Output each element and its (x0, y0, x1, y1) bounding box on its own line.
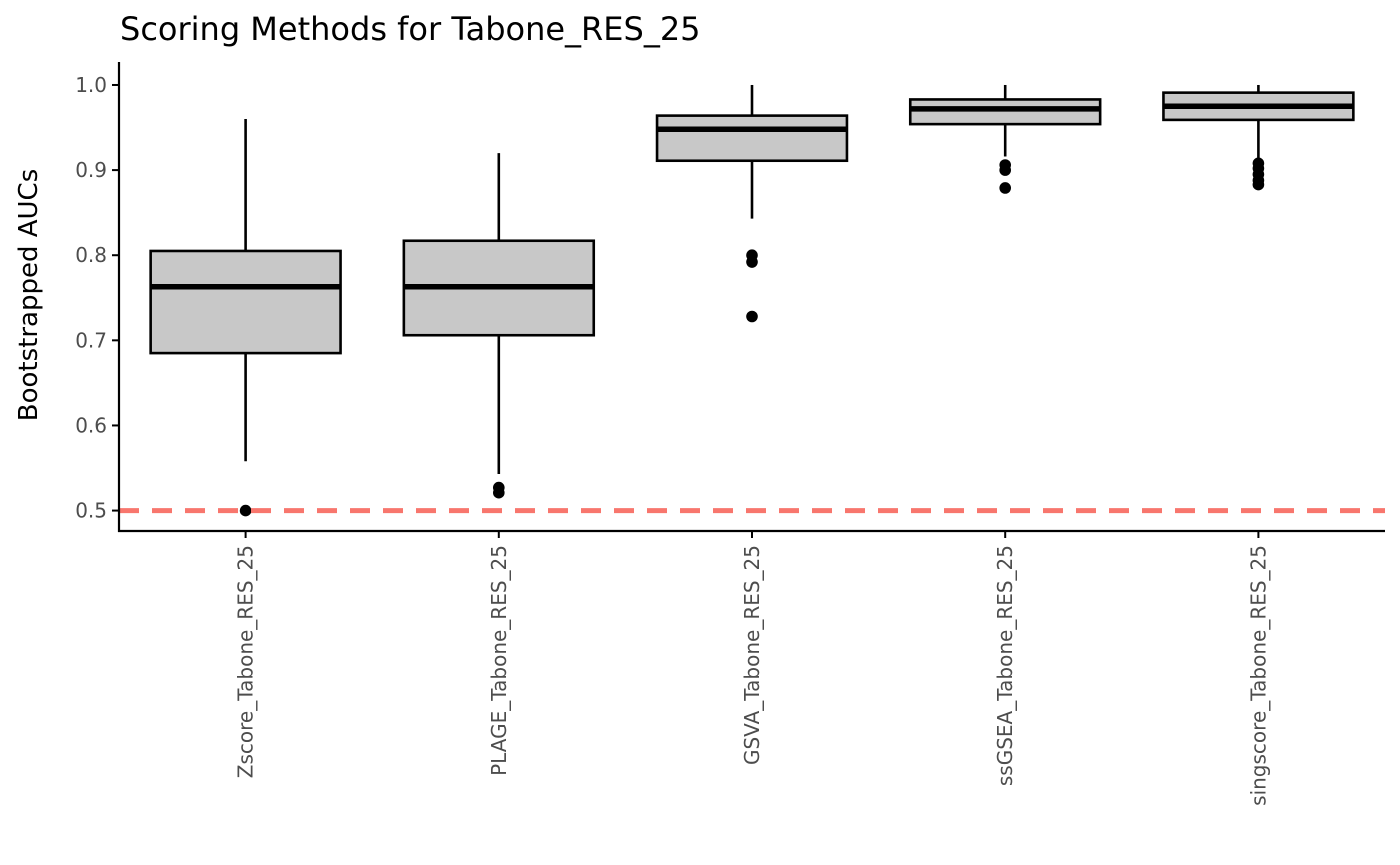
x-tick-label: PLAGE_Tabone_RES_25 (487, 545, 511, 776)
box-iqr (908, 98, 1102, 126)
x-tick-label: ssGSEA_Tabone_RES_25 (993, 545, 1017, 786)
y-tick-label: 0.7 (75, 328, 107, 352)
plot-area: 0.5 0.6 0.7 0.8 0.9 1.0 Zscore_Tabone_RES_25 PL… (75, 62, 1385, 806)
x-tick-label: GSVA_Tabone_RES_25 (740, 545, 764, 765)
box-iqr (655, 114, 849, 163)
y-tick-label: 0.8 (75, 243, 107, 267)
outlier-point (493, 481, 505, 494)
outlier-point (999, 159, 1011, 171)
outlier-point (239, 504, 252, 517)
box-iqr (149, 249, 342, 355)
outlier-point (746, 310, 758, 323)
y-tick-label: 0.9 (75, 158, 107, 182)
outlier-point (746, 249, 758, 262)
y-tick-label: 0.6 (75, 413, 107, 437)
outlier-point (1252, 157, 1265, 170)
outlier-point (999, 182, 1011, 194)
chart-title: Scoring Methods for Tabone_RES_25 (120, 10, 701, 48)
y-tick-label: 1.0 (75, 73, 107, 97)
y-axis-title: Bootstrapped AUCs (14, 169, 44, 422)
x-tick-label: Zscore_Tabone_RES_25 (234, 545, 258, 778)
y-tick-label: 0.5 (75, 499, 107, 523)
x-tick-label: singscore_Tabone_RES_25 (1246, 545, 1270, 806)
